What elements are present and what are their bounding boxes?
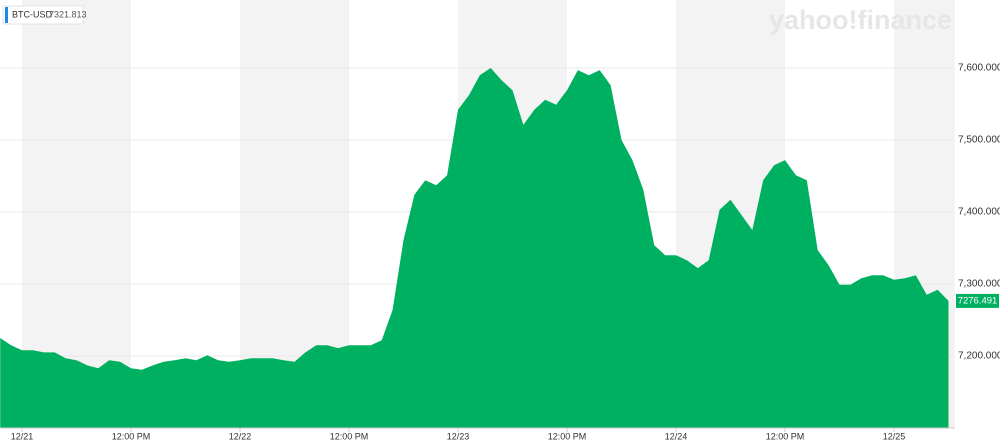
- x-tick-label: 12:00 PM: [766, 431, 805, 441]
- x-tick-label: 12:00 PM: [330, 431, 369, 441]
- x-tick-label: 12:00 PM: [548, 431, 587, 441]
- price-area: [0, 68, 949, 428]
- legend-swatch: [5, 7, 8, 23]
- legend-value: 7321.813: [49, 9, 87, 19]
- last-price-tag: [956, 293, 999, 308]
- last-price-label: 7276.491: [958, 295, 998, 306]
- plot: [0, 68, 949, 428]
- y-tick-label: 7,300.000: [958, 279, 1000, 290]
- x-tick-label: 12:00 PM: [112, 431, 151, 441]
- x-tick-label: 12/22: [229, 431, 252, 441]
- x-tick-label: 12/21: [11, 431, 34, 441]
- legend-label: BTC-USD: [12, 9, 52, 19]
- x-tick-label: 12/25: [883, 431, 906, 441]
- y-tick-label: 7,500.000: [958, 135, 1000, 146]
- y-tick-label: 7,600.000: [958, 63, 1000, 74]
- x-tick-label: 12/24: [665, 431, 688, 441]
- y-tick-label: 7,400.000: [958, 207, 1000, 218]
- legend-box: [2, 5, 84, 25]
- x-tick-label: 12/23: [447, 431, 470, 441]
- watermark: yahoo!finance: [769, 5, 952, 35]
- y-tick-label: 7,200.000: [958, 351, 1000, 362]
